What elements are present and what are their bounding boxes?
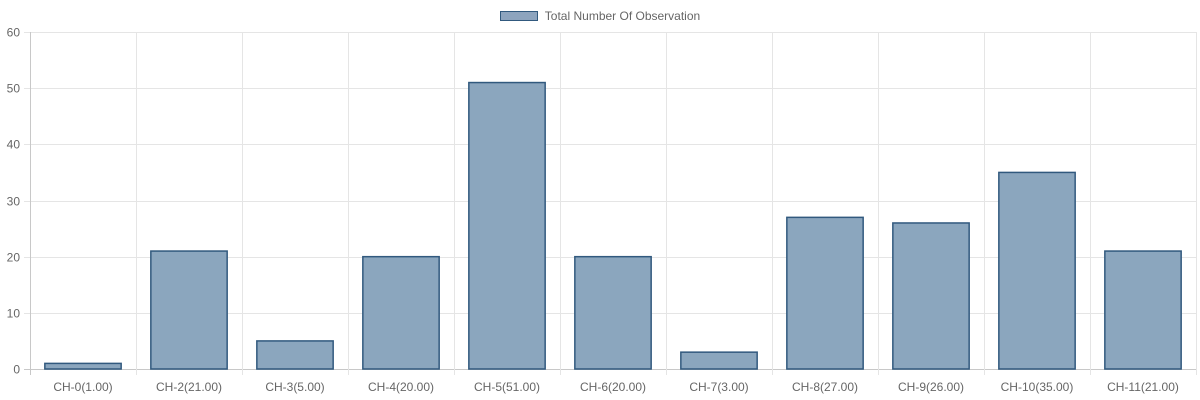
x-tick-label: CH-5(51.00): [474, 380, 540, 394]
x-tick-label: CH-9(26.00): [898, 380, 964, 394]
bar: [786, 216, 864, 370]
y-tick-label: 40: [7, 138, 21, 152]
x-tick-label: CH-8(27.00): [792, 380, 858, 394]
bar: [150, 250, 228, 370]
x-tick-label: CH-6(20.00): [580, 380, 646, 394]
x-tick-label: CH-3(5.00): [265, 380, 324, 394]
y-tick-label: 0: [13, 363, 20, 377]
y-tick-label: 50: [7, 82, 21, 96]
bar: [362, 255, 440, 370]
x-tick-label: CH-10(35.00): [1001, 380, 1074, 394]
x-tick-label: CH-7(3.00): [689, 380, 748, 394]
bar: [44, 362, 122, 370]
y-tick-label: 60: [7, 26, 21, 40]
bar: [680, 351, 758, 370]
y-tick-label: 30: [7, 195, 21, 209]
x-tick-label: CH-0(1.00): [53, 380, 112, 394]
legend-label: Total Number Of Observation: [544, 9, 701, 23]
x-tick-label: CH-2(21.00): [156, 380, 222, 394]
bar: [468, 81, 546, 370]
bar: [256, 340, 334, 370]
bar: [998, 171, 1076, 370]
bar: [1104, 250, 1182, 370]
y-tick-label: 10: [7, 307, 21, 321]
bar: [574, 255, 652, 370]
x-tick-label: CH-11(21.00): [1107, 380, 1179, 394]
legend[interactable]: Total Number Of Observation: [0, 9, 1200, 23]
bar: [892, 222, 970, 370]
legend-swatch: [499, 11, 538, 21]
x-tick-label: CH-4(20.00): [368, 380, 434, 394]
y-tick-label: 20: [7, 251, 21, 265]
